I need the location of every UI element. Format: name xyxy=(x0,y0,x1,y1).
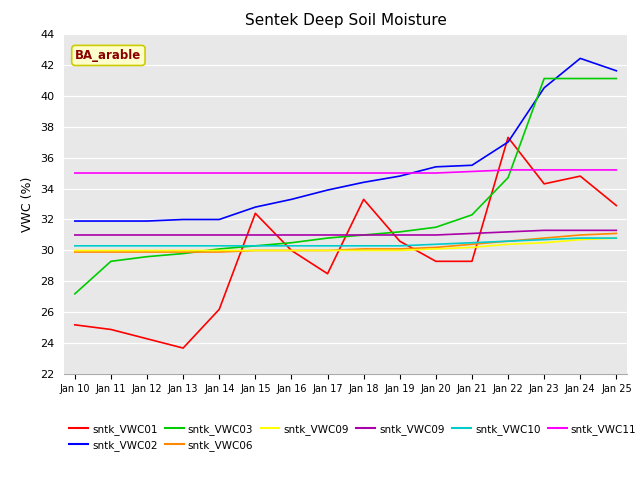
Y-axis label: VWC (%): VWC (%) xyxy=(22,176,35,232)
Text: BA_arable: BA_arable xyxy=(76,49,141,62)
Title: Sentek Deep Soil Moisture: Sentek Deep Soil Moisture xyxy=(244,13,447,28)
Legend: sntk_VWC01, sntk_VWC02, sntk_VWC03, sntk_VWC06, sntk_VWC09, sntk_VWC09, sntk_VWC: sntk_VWC01, sntk_VWC02, sntk_VWC03, sntk… xyxy=(69,424,636,451)
